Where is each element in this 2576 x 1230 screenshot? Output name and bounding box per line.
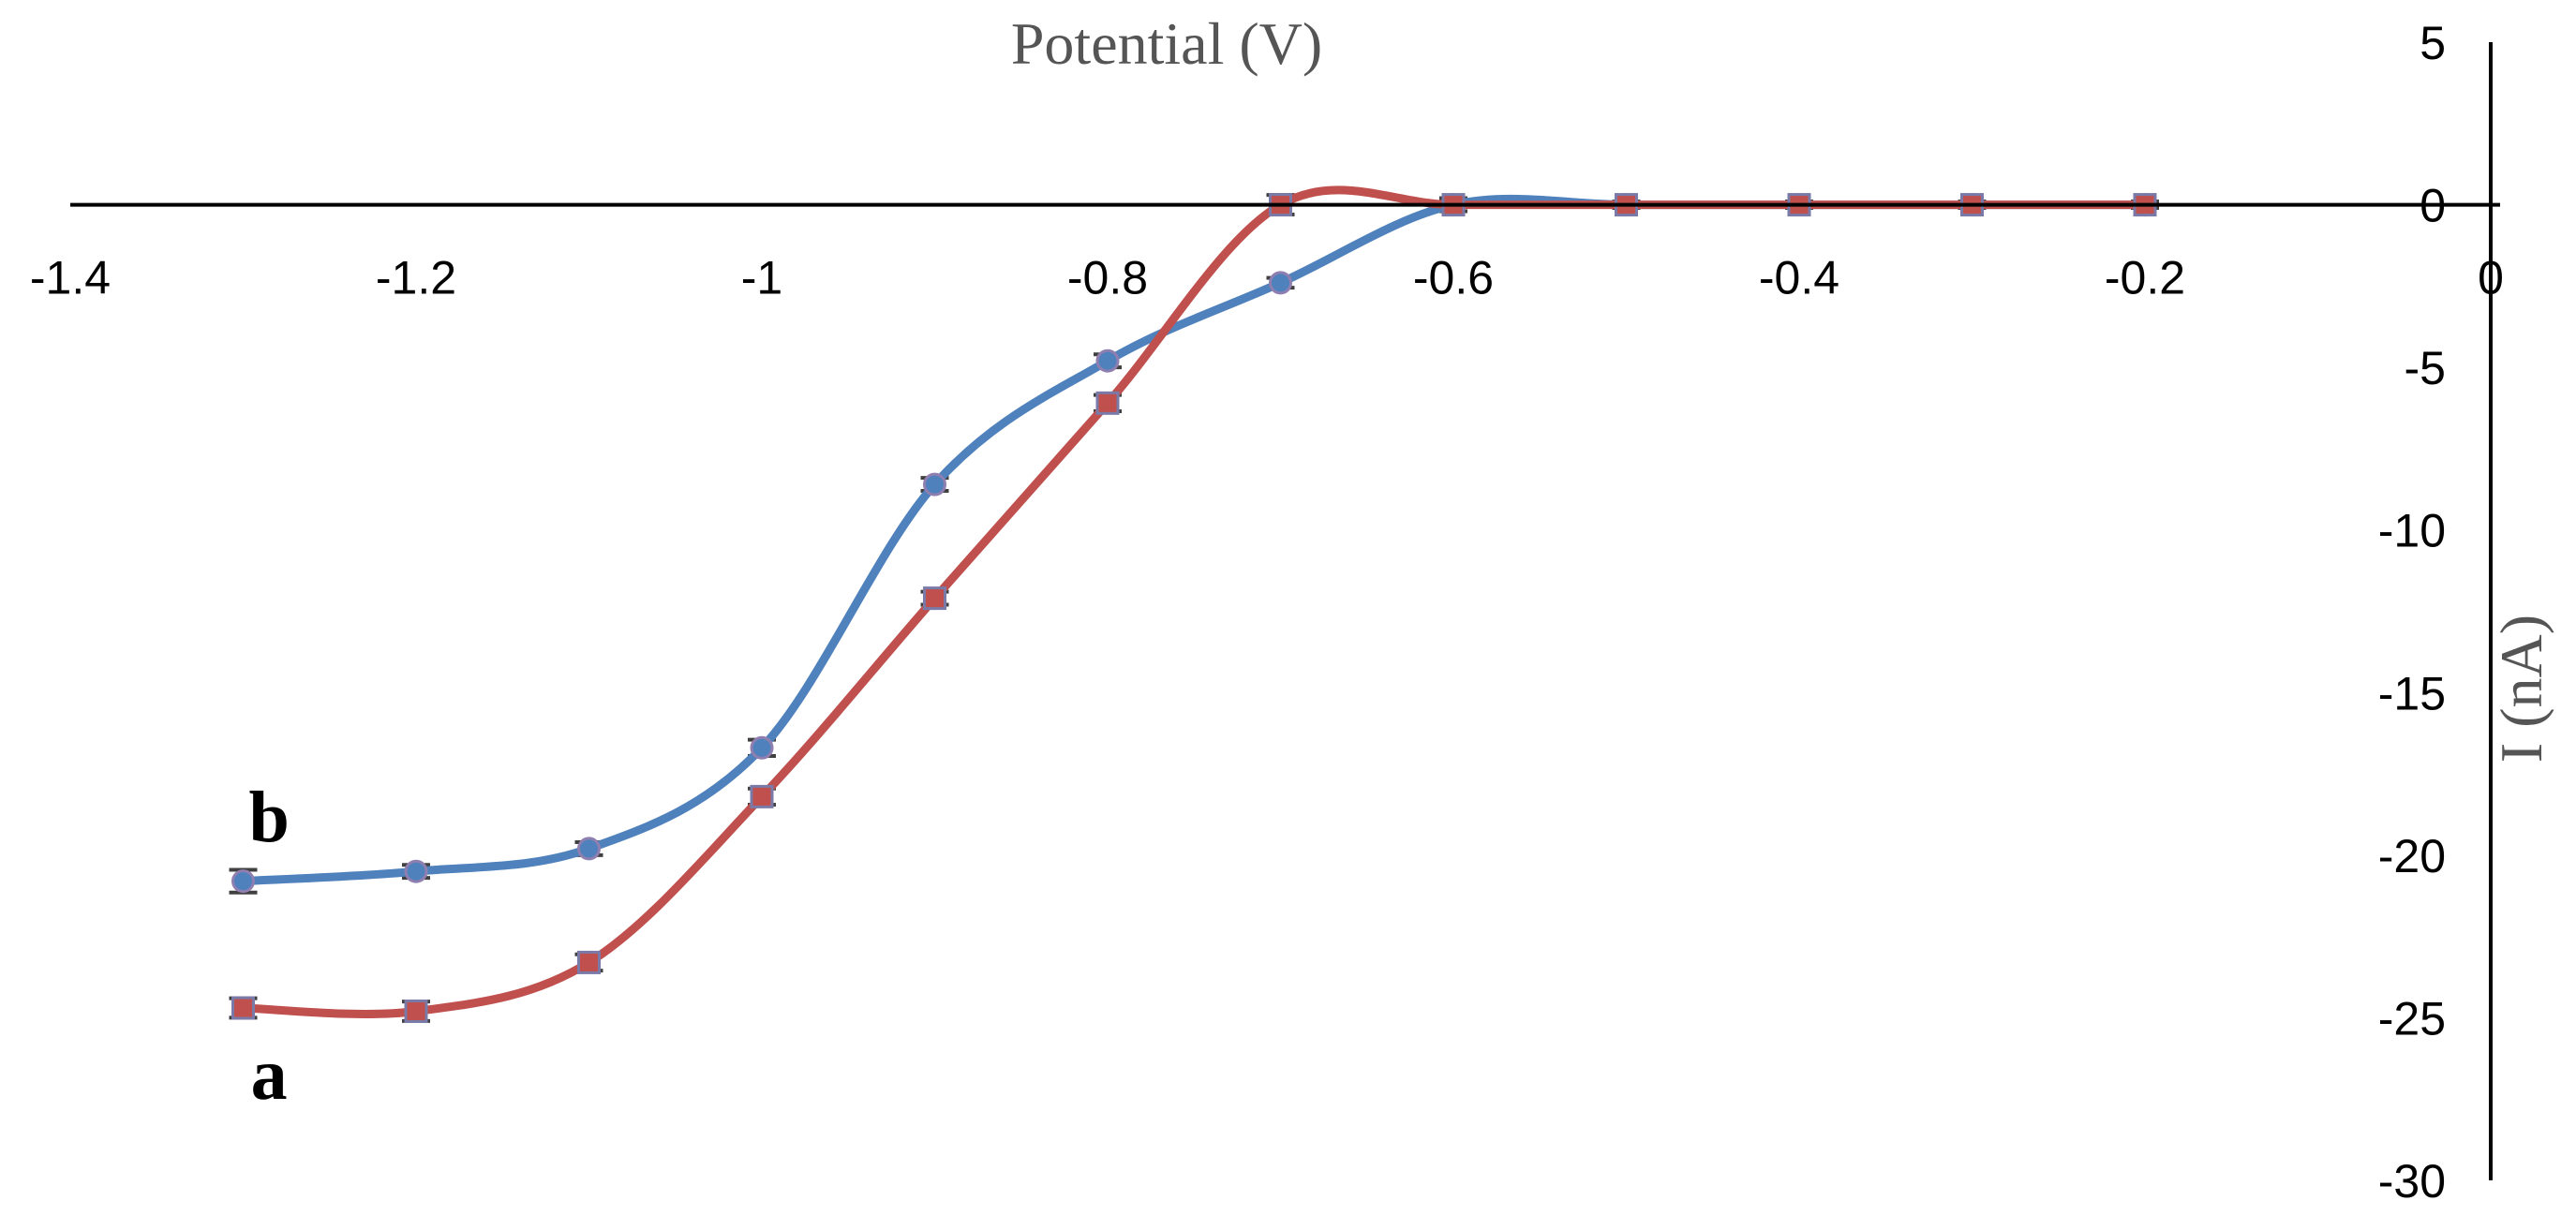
data-point-a [1095, 391, 1120, 415]
x-tick-label: -1.4 [30, 252, 111, 304]
data-point-a [750, 784, 774, 808]
x-tick-label: -0.2 [2105, 252, 2185, 304]
data-point-b [577, 837, 601, 861]
data-point-b [1269, 271, 1292, 295]
data-point-b [404, 859, 428, 883]
axes [70, 42, 2500, 1180]
data-point-a [923, 586, 946, 611]
y-tick-label: -25 [2378, 992, 2446, 1045]
x-tick-label: 0 [2478, 252, 2504, 304]
data-point-b [923, 472, 946, 496]
x-tick-label: -0.6 [1413, 252, 1494, 304]
data-point-a [231, 996, 255, 1020]
x-tick-label: -0.8 [1067, 252, 1148, 304]
y-tick-label: -20 [2378, 830, 2446, 882]
data-point-b [750, 735, 774, 760]
series-line-a [239, 185, 2150, 1018]
series-markers [231, 193, 2157, 1023]
series-lines [239, 185, 2150, 1018]
x-tick-label: -1.2 [376, 252, 456, 304]
y-tick-label: -10 [2378, 505, 2446, 557]
series-label-a: a [251, 1033, 288, 1115]
x-axis-title: Potential (V) [1011, 10, 1322, 77]
chart-text: -1.4 -1.2 -1 -0.8 -0.6 -0.4 -0.2 0 5 0 -5 -10 -15 -20… [30, 10, 2554, 1208]
x-tick-label: -0.4 [1759, 252, 1839, 304]
data-point-a [404, 999, 428, 1023]
data-point-a [577, 950, 601, 974]
y-tick-label: -5 [2405, 342, 2446, 394]
series-label-b: b [248, 777, 289, 858]
y-axis-title: I (nA) [2488, 615, 2554, 763]
y-tick-label: 5 [2420, 17, 2446, 69]
x-tick-label: -1 [741, 252, 782, 304]
series-line-b [239, 194, 2150, 886]
y-tick-label: 0 [2420, 180, 2446, 232]
data-point-b [1095, 348, 1120, 373]
data-point-b [231, 869, 255, 894]
y-tick-label: -15 [2378, 667, 2446, 719]
y-tick-label: -30 [2378, 1155, 2446, 1208]
